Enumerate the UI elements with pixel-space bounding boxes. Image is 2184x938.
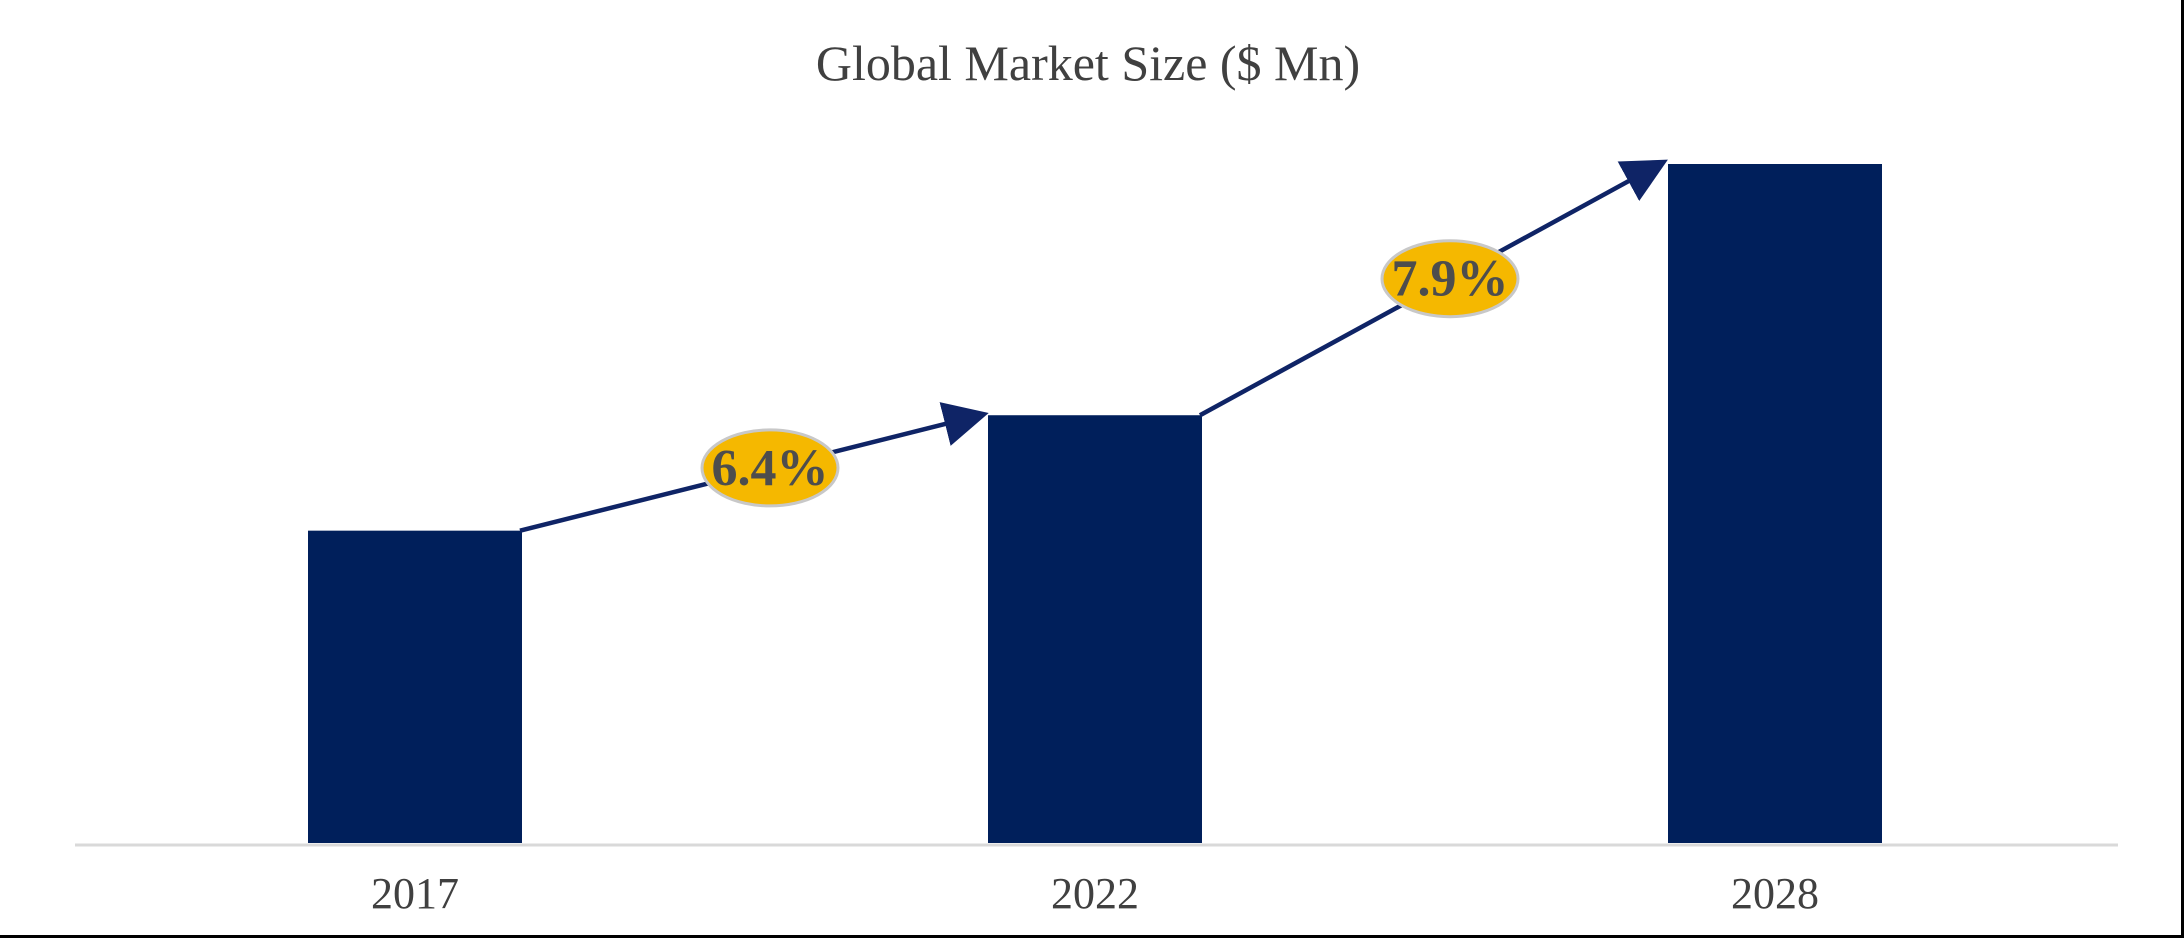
cagr-label-1: 6.4% <box>712 440 829 497</box>
bar-2028 <box>1668 164 1882 843</box>
x-tick-labels: 2017 2022 2028 <box>371 869 1819 918</box>
chart-title: Global Market Size ($ Mn) <box>816 35 1360 91</box>
cagr-badge-1 <box>700 428 840 508</box>
bar-2022 <box>988 415 1202 843</box>
bar-2017 <box>308 530 522 843</box>
cagr-badge-2 <box>1380 239 1520 319</box>
x-tick-label-2028: 2028 <box>1731 869 1819 918</box>
bars-layer <box>308 164 1882 843</box>
cagr-label-2: 7.9% <box>1392 251 1509 308</box>
growth-annotations: 6.4% 7.9% <box>519 159 1668 533</box>
x-tick-label-2022: 2022 <box>1051 869 1139 918</box>
x-tick-label-2017: 2017 <box>371 869 459 918</box>
